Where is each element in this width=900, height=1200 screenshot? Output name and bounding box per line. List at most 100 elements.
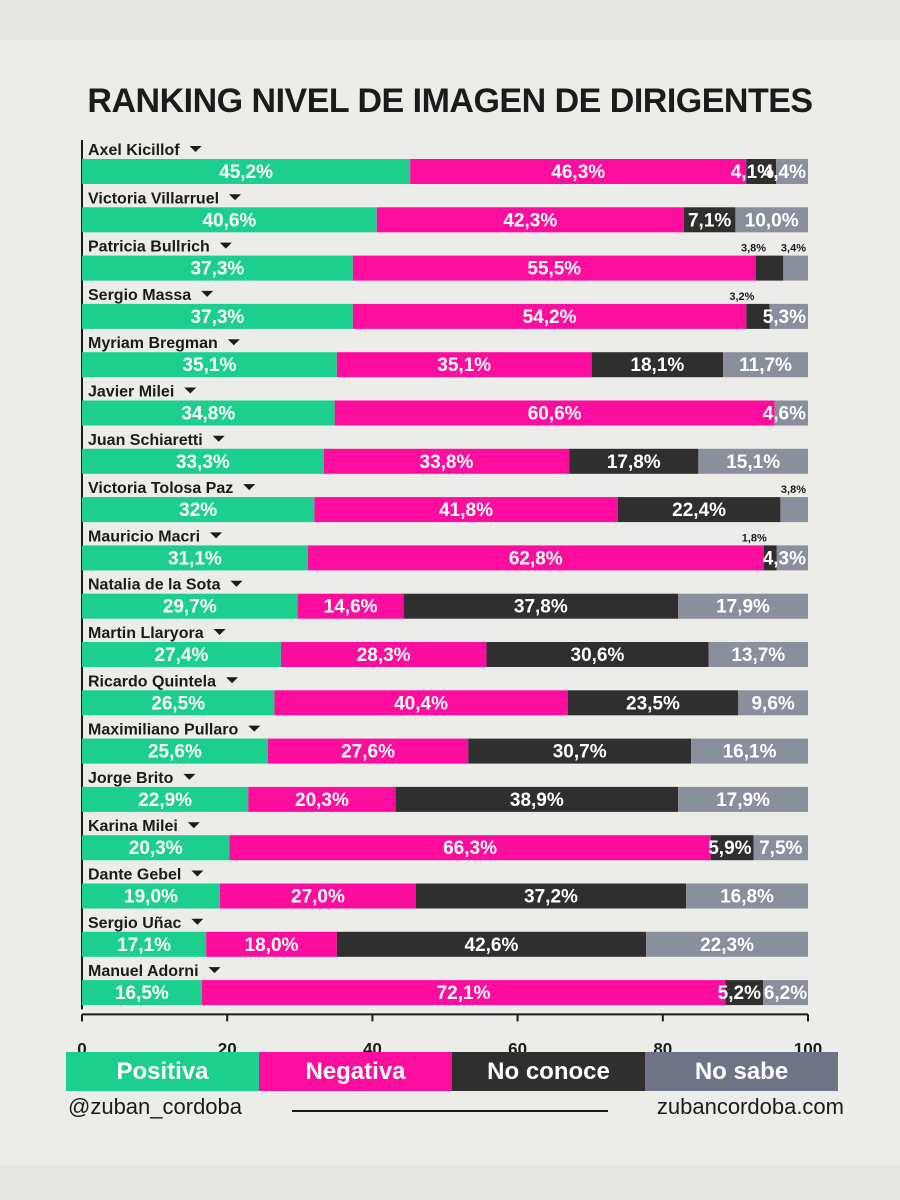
legend-negativa: Negativa xyxy=(259,1052,452,1091)
data-label: 4,6% xyxy=(763,404,806,425)
bar-segment xyxy=(82,883,220,909)
data-label: 7,1% xyxy=(688,210,731,231)
data-label: 38,9% xyxy=(510,790,564,811)
small-data-label: 3,8% xyxy=(781,484,806,496)
legend-no-conoce: No conoce xyxy=(452,1052,645,1091)
data-label: 20,3% xyxy=(295,790,349,811)
bar-segment xyxy=(336,931,647,957)
bar-segment xyxy=(753,835,808,861)
bar-segment xyxy=(248,786,396,812)
data-label: 42,6% xyxy=(465,935,519,956)
footer: @zuban_cordoba zubancordoba.com xyxy=(0,1094,900,1124)
category-label: Axel Kicillof xyxy=(88,142,180,159)
data-label: 4,3% xyxy=(763,548,806,569)
chart-title: RANKING NIVEL DE IMAGEN DE DIRIGENTES xyxy=(87,82,813,120)
bar-segment xyxy=(755,255,784,281)
bar-segment xyxy=(725,980,763,1006)
data-label: 40,4% xyxy=(394,693,448,714)
category-label: Mauricio Macri xyxy=(88,528,200,545)
data-label: 40,6% xyxy=(202,210,256,231)
data-label: 4,4% xyxy=(763,162,806,183)
bar-segment xyxy=(698,448,808,474)
caret-down-icon xyxy=(229,194,242,201)
data-label: 25,6% xyxy=(148,742,202,763)
bar-segment xyxy=(763,545,777,571)
bar-segment xyxy=(82,207,377,233)
data-label: 15,1% xyxy=(726,452,780,473)
bar-segment xyxy=(82,400,335,426)
bar-segment xyxy=(82,448,324,474)
data-label: 46,3% xyxy=(551,162,605,183)
bar-segment xyxy=(82,690,275,716)
category-label: Sergio Uñac xyxy=(88,915,181,932)
data-label: 16,1% xyxy=(723,742,777,763)
category-label: Patricia Bullrich xyxy=(88,239,210,256)
data-label: 18,1% xyxy=(630,355,684,376)
data-label: 4,1% xyxy=(731,162,774,183)
data-label: 27,0% xyxy=(291,887,345,908)
bar-segment xyxy=(683,207,736,233)
data-label: 5,3% xyxy=(763,307,806,328)
bar-segment xyxy=(267,738,469,764)
category-label: Martin Llaryora xyxy=(88,625,204,642)
data-label: 9,6% xyxy=(751,693,794,714)
bar-segment xyxy=(336,352,592,378)
bar-segment xyxy=(82,786,249,812)
data-label: 17,8% xyxy=(607,452,661,473)
data-label: 37,2% xyxy=(524,887,578,908)
small-data-label: 1,8% xyxy=(742,532,767,544)
bar-segment xyxy=(691,738,808,764)
caret-down-icon xyxy=(191,918,204,925)
bar-segment xyxy=(280,642,487,667)
data-label: 6,2% xyxy=(764,983,807,1004)
data-label: 35,1% xyxy=(182,355,236,376)
data-label: 16,8% xyxy=(720,887,774,908)
caret-down-icon xyxy=(189,146,202,152)
caret-down-icon xyxy=(187,822,200,829)
data-label: 66,3% xyxy=(443,838,497,859)
bar-segment xyxy=(82,545,308,571)
bar-segment xyxy=(410,159,747,184)
bar-segment xyxy=(710,835,754,861)
data-label: 35,1% xyxy=(437,355,491,376)
category-label: Victoria Villarruel xyxy=(88,190,219,207)
caret-down-icon xyxy=(191,870,204,877)
bar-segment xyxy=(762,980,808,1006)
bar-segment xyxy=(486,642,709,667)
bar-segment xyxy=(746,159,777,184)
bar-segment xyxy=(82,303,353,329)
data-label: 41,8% xyxy=(439,500,493,521)
caret-down-icon xyxy=(184,387,197,394)
bar-segment xyxy=(591,352,724,378)
bar-segment xyxy=(769,303,808,329)
bar-segment xyxy=(82,835,230,861)
caret-down-icon xyxy=(210,532,223,539)
category-label: Sergio Massa xyxy=(88,287,191,304)
bar-segment xyxy=(678,593,808,619)
bar-segment xyxy=(82,255,353,281)
bar-segment xyxy=(686,883,808,909)
category-label: Victoria Tolosa Paz xyxy=(88,480,233,497)
caret-down-icon xyxy=(226,677,239,684)
bar-segment xyxy=(274,690,568,716)
caret-down-icon xyxy=(201,290,214,297)
bar-segment xyxy=(82,159,411,184)
bar-segment xyxy=(783,255,808,281)
caret-down-icon xyxy=(227,339,240,346)
data-label: 33,3% xyxy=(176,452,230,473)
data-label: 22,4% xyxy=(672,500,726,521)
caret-down-icon xyxy=(248,725,261,732)
bar-segment xyxy=(376,207,684,233)
data-label: 30,7% xyxy=(553,742,607,763)
data-label: 26,5% xyxy=(151,693,205,714)
bar-segment xyxy=(219,883,416,909)
bar-segment xyxy=(708,642,808,667)
bar-segment xyxy=(201,980,726,1006)
bar-segment xyxy=(352,255,756,281)
bar-segment xyxy=(738,690,808,716)
data-label: 27,6% xyxy=(341,742,395,763)
data-label: 60,6% xyxy=(528,404,582,425)
caret-down-icon xyxy=(208,967,221,974)
category-label: Natalia de la Sota xyxy=(88,577,221,594)
